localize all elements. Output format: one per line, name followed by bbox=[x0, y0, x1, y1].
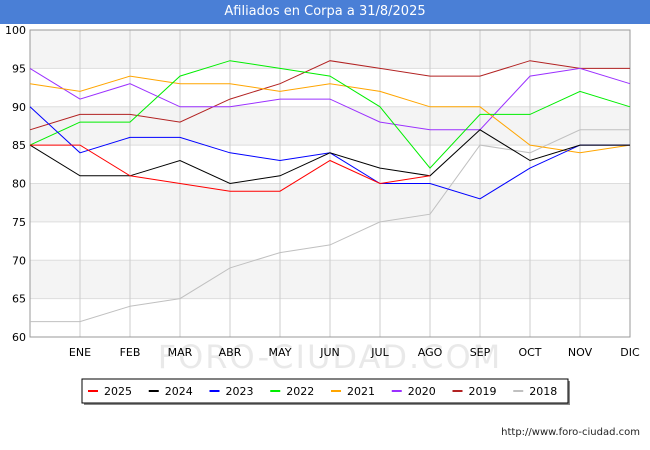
y-tick-label: 60 bbox=[12, 331, 26, 344]
y-axis-ticks: 60 65 70 75 80 85 90 95 100 bbox=[5, 24, 26, 344]
series-line-2018 bbox=[30, 129, 630, 323]
legend-label-2019: 2019 bbox=[469, 385, 497, 398]
source-url[interactable]: http://www.foro-ciudad.com bbox=[501, 427, 640, 438]
legend-label-2022: 2022 bbox=[286, 385, 314, 398]
y-tick-label: 95 bbox=[12, 62, 26, 75]
legend-box bbox=[81, 378, 569, 404]
x-axis-ticks: ENE FEB MAR ABR MAY JUN JUL AGO SEP OCT NOV DIC bbox=[69, 346, 640, 359]
legend-label-2023: 2023 bbox=[226, 385, 254, 398]
x-tick-label: OCT bbox=[518, 346, 541, 359]
watermark: FORO-CIUDAD.COM bbox=[158, 338, 503, 376]
y-tick-label: 80 bbox=[12, 178, 26, 191]
x-tick-label: MAR bbox=[168, 346, 193, 359]
x-tick-label: JUL bbox=[370, 346, 389, 359]
y-tick-label: 85 bbox=[12, 139, 26, 152]
plot-frame bbox=[29, 29, 631, 338]
x-tick-label: DIC bbox=[620, 346, 640, 359]
x-tick-label: SEP bbox=[470, 346, 491, 359]
legend-label-2018: 2018 bbox=[529, 385, 557, 398]
legend: 2025 2024 2023 2022 2021 2020 2019 2018 bbox=[81, 378, 570, 405]
series-line-2021 bbox=[29, 75, 631, 154]
y-tick-label: 70 bbox=[12, 254, 26, 267]
x-tick-label: ABR bbox=[219, 346, 242, 359]
series-lines bbox=[29, 60, 631, 323]
chart-title: Afiliados en Corpa a 31/8/2025 bbox=[0, 0, 650, 24]
series-line-2020 bbox=[29, 67, 631, 131]
y-tick-label: 75 bbox=[12, 216, 26, 229]
x-tick-label: FEB bbox=[120, 346, 141, 359]
x-tick-label: AGO bbox=[418, 346, 443, 359]
series-line-2025 bbox=[30, 144, 431, 192]
y-tick-label: 65 bbox=[12, 293, 26, 306]
series-line-2019 bbox=[29, 60, 630, 131]
x-tick-label: MAY bbox=[269, 346, 292, 359]
legend-label-2024: 2024 bbox=[165, 385, 193, 398]
y-tick-label: 100 bbox=[5, 24, 26, 37]
x-tick-label: ENE bbox=[69, 346, 91, 359]
series-line-2022 bbox=[29, 60, 631, 169]
y-tick-label: 90 bbox=[12, 101, 26, 114]
legend-label-2021: 2021 bbox=[347, 385, 375, 398]
legend-label-2025: 2025 bbox=[104, 385, 132, 398]
x-tick-label: NOV bbox=[568, 346, 593, 359]
x-tick-label: JUN bbox=[319, 346, 340, 359]
legend-label-2020: 2020 bbox=[408, 385, 436, 398]
